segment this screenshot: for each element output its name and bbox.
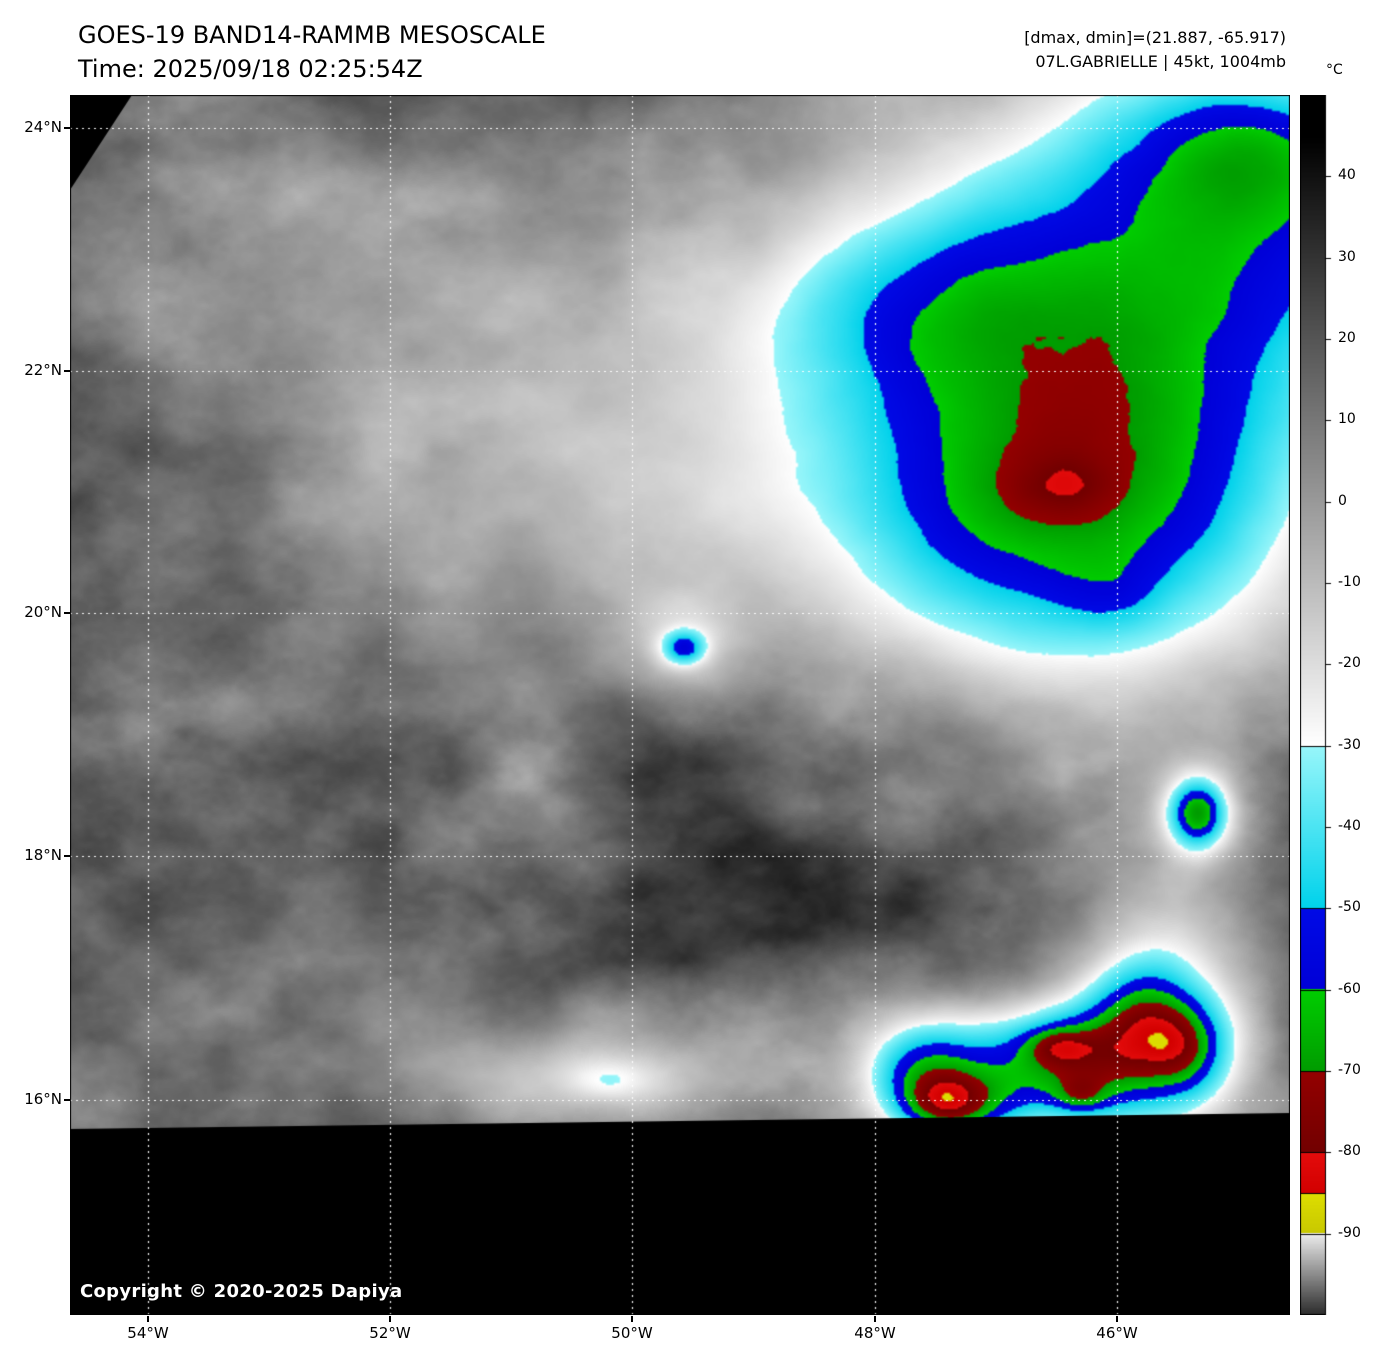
colorbar-tick-label: -50 [1338, 899, 1361, 916]
storm-info-block: [dmax, dmin]=(21.887, -65.917) 07L.GABRI… [1024, 26, 1286, 74]
copyright-watermark: Copyright © 2020-2025 Dapiya [80, 1281, 403, 1302]
lon-tick-mark [1116, 1316, 1118, 1322]
colorbar-tick-label: -10 [1338, 574, 1361, 590]
title-block: GOES-19 BAND14-RAMMB MESOSCALE Time: 202… [78, 18, 546, 86]
lon-tick-mark [389, 1316, 391, 1322]
lat-tick-mark [64, 612, 70, 614]
lat-tick-label: 18°N [24, 846, 62, 864]
lat-tick-mark [64, 127, 70, 129]
product-title: GOES-19 BAND14-RAMMB MESOSCALE [78, 21, 546, 49]
colorbar-canvas [1300, 95, 1334, 1315]
lon-tick-label: 48°W [854, 1324, 896, 1342]
colorbar-tick-label: -90 [1338, 1224, 1361, 1241]
lon-tick-label: 52°W [369, 1324, 411, 1342]
dmax-dmin-readout: [dmax, dmin]=(21.887, -65.917) [1024, 28, 1286, 47]
lon-tick-mark [874, 1316, 876, 1322]
lon-tick-label: 54°W [127, 1324, 169, 1342]
storm-info: 07L.GABRIELLE | 45kt, 1004mb [1035, 52, 1286, 71]
lon-tick-label: 46°W [1096, 1324, 1138, 1342]
colorbar-tick-label: 40 [1338, 167, 1356, 184]
colorbar-tick-label: -80 [1338, 1143, 1361, 1160]
colorbar-tick-label: -40 [1338, 818, 1361, 834]
lat-tick-label: 16°N [24, 1090, 62, 1108]
colorbar-tick-label: 10 [1338, 411, 1356, 428]
lat-tick-mark [64, 1099, 70, 1101]
lat-tick-mark [64, 855, 70, 857]
colorbar-unit-label: °C [1326, 62, 1343, 78]
colorbar-tick-label: 0 [1338, 492, 1347, 509]
lat-tick-label: 24°N [24, 118, 62, 136]
lon-tick-mark [631, 1316, 633, 1322]
colorbar-tick-label: -30 [1338, 736, 1361, 753]
product-timestamp: Time: 2025/09/18 02:25:54Z [78, 55, 423, 83]
satellite-imagery-canvas [70, 95, 1290, 1315]
colorbar-tick-label: -20 [1338, 655, 1361, 672]
lat-tick-label: 20°N [24, 603, 62, 621]
lat-tick-label: 22°N [24, 361, 62, 379]
colorbar-tick-label: 20 [1338, 330, 1356, 346]
colorbar-tick-label: -70 [1338, 1062, 1361, 1078]
colorbar-tick-label: 30 [1338, 248, 1356, 265]
lon-tick-mark [147, 1316, 149, 1322]
lat-tick-mark [64, 370, 70, 372]
lon-tick-label: 50°W [611, 1324, 653, 1342]
colorbar-tick-label: -60 [1338, 980, 1361, 997]
